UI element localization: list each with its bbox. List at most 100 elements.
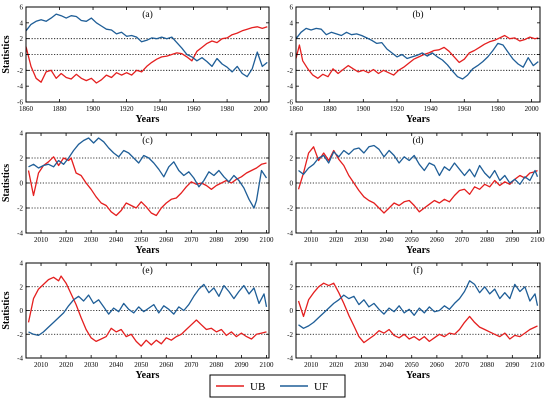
x-tick-label: 2080 bbox=[480, 236, 495, 244]
x-tick-label: 1940 bbox=[424, 105, 439, 113]
y-tick-label: -4 bbox=[17, 355, 23, 363]
x-tick-label: 1980 bbox=[491, 105, 506, 113]
y-tick-label: 0 bbox=[20, 180, 24, 188]
x-tick-label: 2080 bbox=[209, 361, 224, 369]
x-tick-label: 2010 bbox=[34, 361, 49, 369]
x-axis-title: Years bbox=[136, 370, 160, 381]
series-line-uf bbox=[298, 280, 539, 329]
x-tick-label: 2010 bbox=[304, 361, 319, 369]
x-tick-label: 2050 bbox=[134, 236, 149, 244]
x-tick-label: 2060 bbox=[430, 236, 445, 244]
x-axis-title: Years bbox=[406, 245, 430, 256]
x-tick-label: 2090 bbox=[505, 361, 520, 369]
x-tick-label: 2070 bbox=[184, 361, 199, 369]
series-line-uf bbox=[28, 283, 268, 337]
x-tick-label: 2010 bbox=[304, 236, 319, 244]
y-tick-label: -4 bbox=[17, 83, 23, 91]
x-tick-label: 2020 bbox=[329, 236, 344, 244]
y-tick-label: -2 bbox=[17, 331, 23, 339]
x-tick-label: 1880 bbox=[53, 105, 68, 113]
y-tick-label: -4 bbox=[287, 355, 293, 363]
x-axis-title: Years bbox=[406, 114, 430, 125]
y-axis-title: Statistics bbox=[1, 291, 12, 329]
chart-panel-f: 2010 2020 2030 2040 2050 2060 2070 2080 2090 2100… bbox=[287, 260, 545, 382]
y-axis-title: Statistics bbox=[1, 164, 12, 202]
x-tick-label: 2090 bbox=[234, 361, 249, 369]
series-line-ub bbox=[27, 156, 267, 217]
y-tick-label: 4 bbox=[290, 130, 294, 138]
y-tick-label: 2 bbox=[290, 283, 294, 291]
y-tick-label: 2 bbox=[290, 155, 294, 163]
x-tick-label: 1860 bbox=[289, 105, 304, 113]
x-tick-label: 2070 bbox=[455, 361, 470, 369]
panel-label: (a) bbox=[142, 9, 153, 20]
y-tick-label: 2 bbox=[20, 283, 24, 291]
chart-panel-d: 2010 2020 2030 2040 2050 2060 2070 2080 2090 2100… bbox=[287, 130, 545, 257]
x-tick-label: 2080 bbox=[480, 361, 495, 369]
x-tick-label: 2100 bbox=[259, 236, 274, 244]
y-tick-label: 0 bbox=[290, 307, 294, 315]
y-tick-label: 0 bbox=[20, 51, 24, 59]
x-axis-title: Years bbox=[406, 370, 430, 381]
x-tick-label: 2100 bbox=[259, 361, 274, 369]
x-tick-label: 2040 bbox=[380, 236, 395, 244]
x-axis-title: Years bbox=[136, 114, 160, 125]
y-tick-label: -2 bbox=[287, 67, 293, 75]
x-tick-label: 2060 bbox=[159, 361, 174, 369]
x-tick-label: 2000 bbox=[254, 105, 269, 113]
y-tick-label: -4 bbox=[287, 83, 293, 91]
x-tick-label: 1960 bbox=[187, 105, 202, 113]
x-tick-label: 2070 bbox=[184, 236, 199, 244]
panel-label: (c) bbox=[142, 135, 153, 146]
x-tick-label: 2060 bbox=[430, 361, 445, 369]
y-tick-label: -6 bbox=[17, 99, 23, 107]
y-tick-label: 4 bbox=[290, 260, 294, 268]
series-line-uf bbox=[28, 137, 268, 209]
x-tick-label: 2020 bbox=[329, 361, 344, 369]
legend-label-uf: UF bbox=[314, 381, 328, 393]
x-tick-label: 2050 bbox=[405, 236, 420, 244]
x-tick-label: 2040 bbox=[380, 361, 395, 369]
x-tick-label: 1900 bbox=[86, 105, 101, 113]
x-tick-label: 2010 bbox=[34, 236, 49, 244]
y-tick-label: 2 bbox=[290, 35, 294, 43]
legend-label-ub: UB bbox=[250, 381, 265, 393]
x-tick-label: 2030 bbox=[84, 361, 99, 369]
chart-panel-b: 1860 1880 1900 1920 1940 1960 1980 2000 -6 -4 -2 0 2… bbox=[287, 4, 541, 125]
y-tick-label: -2 bbox=[287, 331, 293, 339]
y-tick-label: -2 bbox=[17, 67, 23, 75]
y-tick-label: -6 bbox=[287, 99, 293, 107]
y-tick-label: 0 bbox=[20, 307, 24, 315]
y-tick-label: 4 bbox=[20, 260, 24, 268]
series-line-ub bbox=[25, 26, 268, 84]
series-line-uf bbox=[298, 144, 539, 185]
chart-panel-a: 1860 1880 1900 1920 1940 1960 1980 2000 -6 -4 -2 0 2… bbox=[1, 4, 270, 125]
x-tick-label: 2050 bbox=[405, 361, 420, 369]
y-axis-title: Statistics bbox=[1, 35, 12, 73]
series-line-ub bbox=[297, 146, 538, 214]
y-tick-label: 4 bbox=[20, 19, 24, 27]
series-line-ub bbox=[295, 34, 539, 79]
x-tick-label: 1960 bbox=[457, 105, 472, 113]
x-tick-label: 2070 bbox=[455, 236, 470, 244]
legend: UB UF bbox=[209, 374, 346, 398]
x-tick-label: 1900 bbox=[356, 105, 371, 113]
x-tick-label: 1940 bbox=[153, 105, 168, 113]
series-line-ub bbox=[297, 282, 538, 344]
y-tick-label: 0 bbox=[290, 51, 294, 59]
x-tick-label: 2090 bbox=[505, 236, 520, 244]
y-tick-label: -4 bbox=[17, 230, 23, 238]
x-tick-label: 2030 bbox=[354, 361, 369, 369]
y-tick-label: 4 bbox=[290, 19, 294, 27]
panel-label: (d) bbox=[412, 135, 423, 146]
x-tick-label: 2040 bbox=[109, 236, 124, 244]
x-tick-label: 1860 bbox=[19, 105, 34, 113]
x-tick-label: 2030 bbox=[84, 236, 99, 244]
x-tick-label: 1980 bbox=[220, 105, 235, 113]
y-tick-label: -2 bbox=[17, 205, 23, 213]
series-line-ub bbox=[27, 275, 267, 347]
x-tick-label: 1880 bbox=[323, 105, 338, 113]
y-tick-label: 0 bbox=[290, 180, 294, 188]
x-tick-label: 2080 bbox=[209, 236, 224, 244]
